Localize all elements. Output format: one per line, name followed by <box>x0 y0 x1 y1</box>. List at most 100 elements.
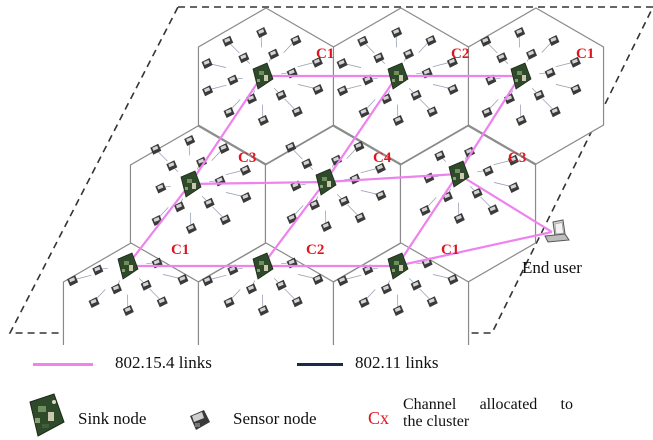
sensor-node <box>150 143 168 162</box>
sensor-node <box>225 164 251 176</box>
channel-label: C2 <box>306 242 324 258</box>
link-802154 <box>189 75 263 185</box>
sensor-node <box>67 274 92 287</box>
link-802154-end-user <box>396 230 553 268</box>
sensor-node <box>485 74 501 86</box>
sink-nodes <box>117 62 532 280</box>
sensor-node <box>223 289 241 308</box>
sensor-node <box>227 74 243 86</box>
sensor-node <box>138 277 152 291</box>
link-802154 <box>324 172 459 184</box>
sensor-node <box>201 195 215 209</box>
link-802154 <box>324 75 398 183</box>
sensor-node <box>284 288 303 308</box>
sensor-node <box>273 277 287 291</box>
sensor-node <box>480 196 499 216</box>
sensor-node <box>403 48 415 62</box>
legend-802154-label: 802.15.4 links <box>115 353 212 372</box>
sensor-node <box>434 150 447 163</box>
sensor-node <box>432 56 458 68</box>
legend-802154-line <box>33 363 93 366</box>
sensor-nodes <box>67 27 582 316</box>
sensor-node <box>110 280 122 295</box>
sensor-node <box>184 135 196 156</box>
link-802154 <box>261 181 326 267</box>
sensor-node <box>201 57 227 69</box>
sensor-node <box>284 98 303 118</box>
sensor-node-icon <box>190 410 210 430</box>
sensor-node <box>257 104 269 126</box>
sensor-node <box>531 87 545 101</box>
sensor-node <box>357 35 375 54</box>
sensor-node <box>297 84 324 96</box>
sensor-node <box>432 84 459 96</box>
sensor-node <box>212 206 231 226</box>
sensor-node <box>477 165 494 177</box>
legend-sensor-label: Sensor node <box>233 409 317 428</box>
sensor-node <box>362 264 378 276</box>
sensor-node <box>238 52 251 65</box>
channel-label: C3 <box>238 150 256 166</box>
sensor-node <box>453 202 465 224</box>
sensor-node <box>155 182 171 194</box>
sensor-node <box>419 197 437 216</box>
sensor-node <box>493 182 520 194</box>
sensor-node <box>268 48 280 62</box>
sink-node <box>117 252 139 280</box>
sensor-node <box>162 274 189 286</box>
sensor-node <box>496 52 509 65</box>
sensor-node <box>285 141 303 160</box>
sensor-node <box>273 87 287 101</box>
sensor-node <box>336 193 350 207</box>
sensor-node <box>555 56 581 68</box>
channel-label: C1 <box>316 46 334 62</box>
sensor-node <box>202 274 227 287</box>
sensor-node <box>542 98 561 118</box>
sink-node <box>252 252 274 280</box>
sink-node <box>448 160 470 188</box>
network-diagram: C1 C2 C1 C3 C4 C3 C1 C2 C1 End user <box>8 6 653 345</box>
sensor-node <box>196 156 208 170</box>
sensor-node <box>514 27 526 48</box>
sensor-node <box>347 204 366 224</box>
sensor-node <box>149 288 168 308</box>
sensor-node <box>320 210 332 232</box>
link-802154 <box>396 173 459 267</box>
legend-nodes-row: Sink node Sensor node Cx Channel allocat… <box>0 392 653 440</box>
sensor-node <box>392 294 404 316</box>
sensor-node <box>297 274 324 286</box>
sensor-node <box>346 141 365 159</box>
channel-label: C1 <box>441 242 459 258</box>
legend-sink-label: Sink node <box>78 409 147 428</box>
sensor-node <box>358 289 376 308</box>
sink-node <box>510 62 532 90</box>
sink-node <box>315 168 337 196</box>
sensor-node <box>469 185 483 199</box>
sensor-node <box>336 57 362 69</box>
channel-labels: C1 C2 C1 C3 C4 C3 C1 C2 C1 <box>171 46 594 258</box>
sensor-node <box>555 84 582 96</box>
links-802154 <box>126 74 553 268</box>
sensor-node <box>122 294 134 316</box>
sensor-node <box>283 35 302 53</box>
sensor-node <box>526 48 538 62</box>
link-802154 <box>189 180 326 186</box>
sensor-node <box>360 162 386 174</box>
sensor-node <box>245 280 257 295</box>
sensor-node <box>301 158 314 171</box>
sensor-node <box>173 198 185 213</box>
sink-node <box>387 62 409 90</box>
sensor-node <box>297 56 323 68</box>
channel-label: C1 <box>576 46 594 62</box>
sensor-node <box>362 74 378 86</box>
sensor-node <box>380 280 392 295</box>
sensor-node <box>223 99 241 118</box>
sensor-node <box>225 192 252 204</box>
sensor-node <box>539 67 556 79</box>
legend-channel-desc-line2: the cluster <box>403 413 470 430</box>
legend-80211-label: 802.11 links <box>355 353 439 372</box>
channel-label: C1 <box>171 242 189 258</box>
sensor-node <box>391 27 403 48</box>
channel-label: C4 <box>373 150 392 166</box>
sensor-node <box>360 190 387 202</box>
